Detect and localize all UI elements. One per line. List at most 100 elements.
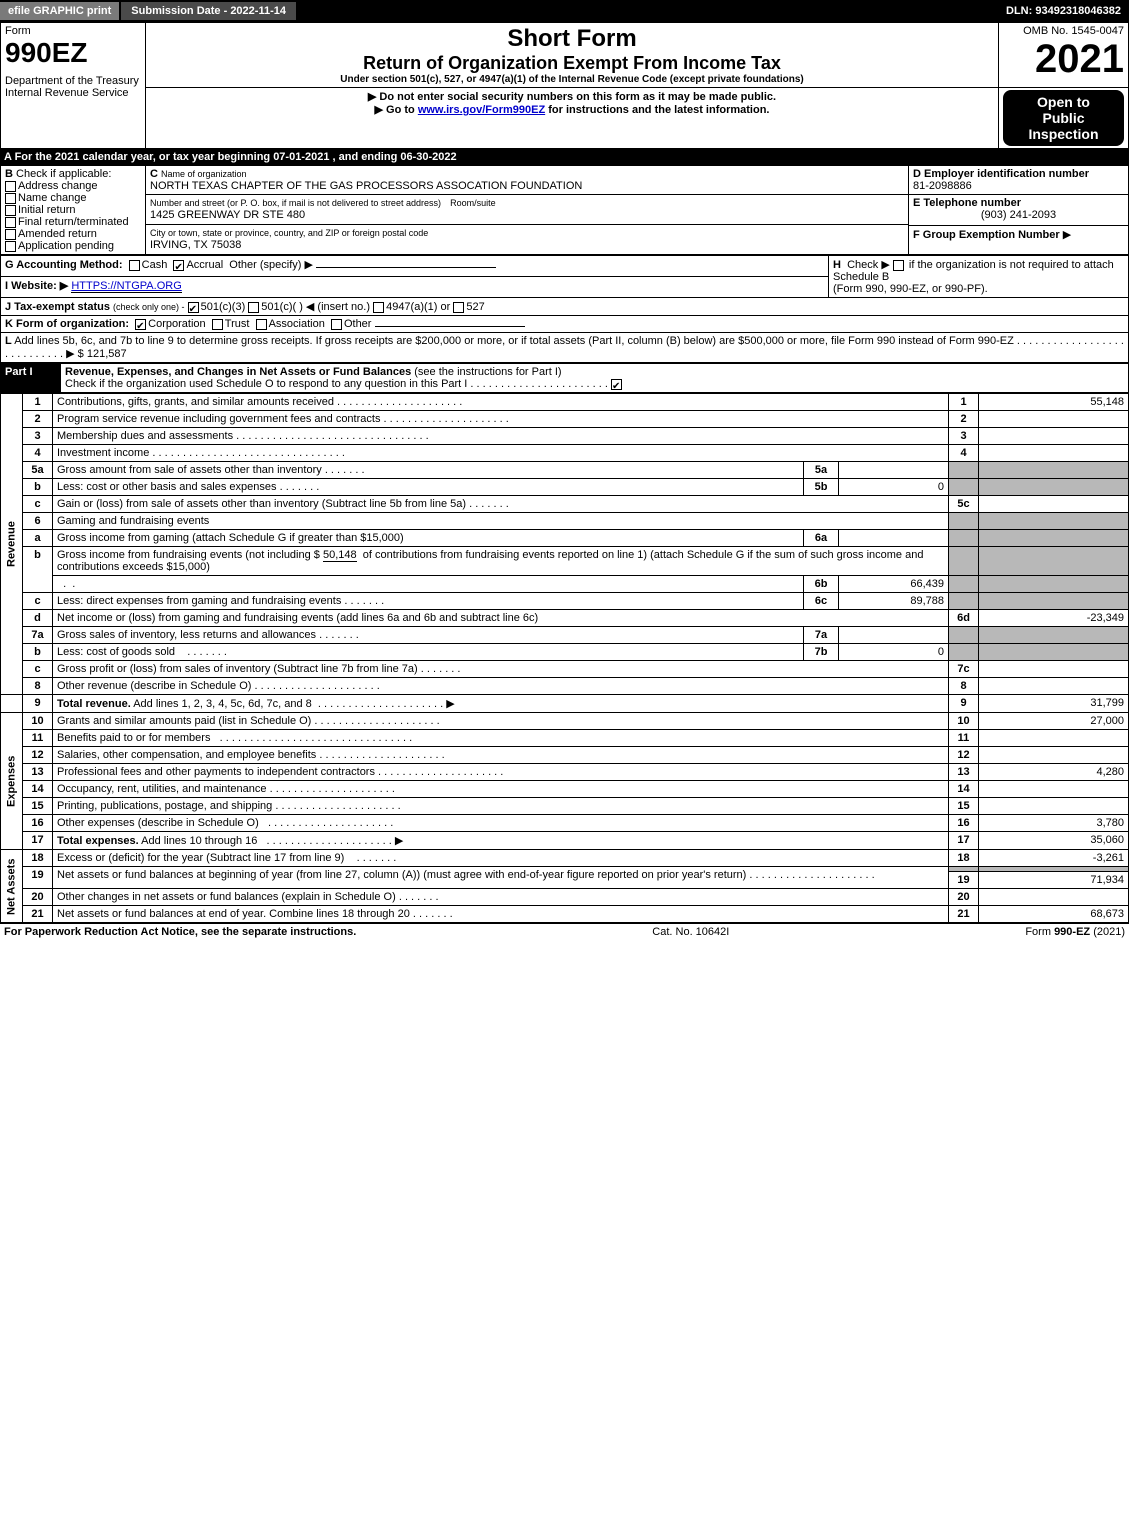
line9-ref: 9 — [949, 695, 979, 713]
d: . . . . . . . — [325, 464, 365, 476]
cash-checkbox[interactable] — [129, 260, 140, 271]
line7a-sval — [839, 627, 949, 644]
j-sub: (check only one) - — [113, 302, 185, 312]
part1-label: Part I — [1, 364, 61, 393]
expenses-side-label: Expenses — [1, 713, 23, 850]
other-method-input[interactable] — [316, 267, 496, 268]
d: . . . . . . . . . . . . . . . . . . . . … — [749, 869, 874, 881]
line3-ref: 3 — [949, 428, 979, 445]
d: . . . . . . . — [399, 891, 439, 903]
line20-val — [979, 889, 1129, 906]
501c-checkbox[interactable] — [248, 302, 259, 313]
4947-checkbox[interactable] — [373, 302, 384, 313]
final-return-checkbox[interactable] — [5, 217, 16, 228]
other-org-input[interactable] — [375, 326, 525, 327]
application-pending-checkbox[interactable] — [5, 241, 16, 252]
amended-return-checkbox[interactable] — [5, 229, 16, 240]
website-link[interactable]: HTTPS://NTGPA.ORG — [71, 280, 181, 293]
corporation-checkbox[interactable] — [135, 319, 146, 330]
501c3-checkbox[interactable] — [188, 302, 199, 313]
line6-text: Gaming and fundraising events — [53, 513, 949, 530]
line13-ref: 13 — [949, 764, 979, 781]
other-org-checkbox[interactable] — [331, 319, 342, 330]
part1-title: Revenue, Expenses, and Changes in Net As… — [65, 366, 411, 378]
d: . . . . . . . . . . . . . . . . . . . . … — [378, 766, 503, 778]
line9-arrow: ▶ — [446, 698, 454, 710]
footer-form: 990-EZ — [1054, 926, 1090, 938]
tax-year: 2021 — [1003, 37, 1124, 82]
line19-text: Net assets or fund balances at beginning… — [57, 869, 746, 881]
line5c-ref: 5c — [949, 496, 979, 513]
part1-schedule-o-checkbox[interactable] — [611, 379, 622, 390]
app-pending-label: Application pending — [18, 240, 114, 252]
line18-val: -3,261 — [979, 850, 1129, 867]
527-checkbox[interactable] — [453, 302, 464, 313]
line7c-text: Gross profit or (loss) from sales of inv… — [57, 663, 418, 675]
line15-text: Printing, publications, postage, and shi… — [57, 800, 272, 812]
d: . . . . . . . — [413, 908, 453, 920]
527-label: 527 — [466, 301, 484, 313]
line21-ref: 21 — [949, 906, 979, 923]
efile-print-button[interactable]: efile GRAPHIC print — [0, 2, 121, 20]
netassets-side-label: Net Assets — [1, 850, 23, 923]
line16-ref: 16 — [949, 815, 979, 832]
line6c-sval: 89,788 — [839, 593, 949, 610]
line6c-sub: 6c — [804, 593, 839, 610]
line7b-sval: 0 — [839, 644, 949, 661]
warn-ssn: ▶ Do not enter social security numbers o… — [150, 90, 994, 103]
part1-instr: (see the instructions for Part I) — [414, 366, 561, 378]
open-line2: Public — [1007, 110, 1120, 126]
line10-val: 27,000 — [979, 713, 1129, 730]
d: . . . . . . . . . . . . . . . . . . . . … — [270, 783, 395, 795]
line4-text: Investment income — [57, 447, 149, 459]
footer-form-post: (2021) — [1090, 926, 1125, 938]
line6b-pre: Gross income from fundraising events (no… — [57, 549, 320, 561]
line2-val — [979, 411, 1129, 428]
cash-label: Cash — [142, 259, 168, 271]
final-return-label: Final return/terminated — [18, 216, 129, 228]
line12-text: Salaries, other compensation, and employ… — [57, 749, 316, 761]
line15-val — [979, 798, 1129, 815]
footer-form-pre: Form — [1025, 926, 1054, 938]
line18-ref: 18 — [949, 850, 979, 867]
d: . . . . . . . — [187, 646, 227, 658]
initial-return-checkbox[interactable] — [5, 205, 16, 216]
address-change-checkbox[interactable] — [5, 181, 16, 192]
dln-label: DLN: 93492318046382 — [1006, 5, 1129, 17]
association-checkbox[interactable] — [256, 319, 267, 330]
line7b-sub: 7b — [804, 644, 839, 661]
trust-checkbox[interactable] — [212, 319, 223, 330]
line6d-ref: 6d — [949, 610, 979, 627]
footer: For Paperwork Reduction Act Notice, see … — [0, 923, 1129, 940]
open-line3: Inspection — [1007, 126, 1120, 142]
ein-value: 81-2098886 — [913, 180, 972, 192]
footer-left: For Paperwork Reduction Act Notice, see … — [4, 926, 356, 938]
name-change-checkbox[interactable] — [5, 193, 16, 204]
line19-val: 71,934 — [979, 872, 1129, 889]
section-h-label: H — [833, 259, 841, 271]
amended-return-label: Amended return — [18, 228, 97, 240]
section-b-label: B — [5, 168, 13, 180]
line20-ref: 20 — [949, 889, 979, 906]
telephone-value: (903) 241-2093 — [913, 209, 1124, 221]
line14-text: Occupancy, rent, utilities, and maintena… — [57, 783, 267, 795]
accrual-checkbox[interactable] — [173, 260, 184, 271]
d: . . . . . . . . . . . . . . . . . . . . … — [268, 817, 393, 829]
section-a: A For the 2021 calendar year, or tax yea… — [0, 149, 1129, 165]
submission-date-button[interactable]: Submission Date - 2022-11-14 — [121, 2, 296, 20]
line5a-sub: 5a — [804, 462, 839, 479]
section-g-label: G Accounting Method: — [5, 259, 123, 271]
line5c-text: Gain or (loss) from sale of assets other… — [57, 498, 466, 510]
schedule-b-checkbox[interactable] — [893, 260, 904, 271]
line10-ref: 10 — [949, 713, 979, 730]
line2-text: Program service revenue including govern… — [57, 413, 380, 425]
section-l-text: Add lines 5b, 6c, and 7b to line 9 to de… — [14, 335, 1014, 347]
trust-label: Trust — [225, 318, 250, 330]
line7c-val — [979, 661, 1129, 678]
line1-dots: . . . . . . . . . . . . . . . . . . . . … — [337, 396, 462, 408]
short-form-title: Short Form — [150, 25, 994, 53]
addr-label: Number and street (or P. O. box, if mail… — [150, 198, 441, 208]
line20-text: Other changes in net assets or fund bala… — [57, 891, 396, 903]
irs-link[interactable]: www.irs.gov/Form990EZ — [418, 104, 545, 116]
line8-text: Other revenue (describe in Schedule O) — [57, 680, 251, 692]
